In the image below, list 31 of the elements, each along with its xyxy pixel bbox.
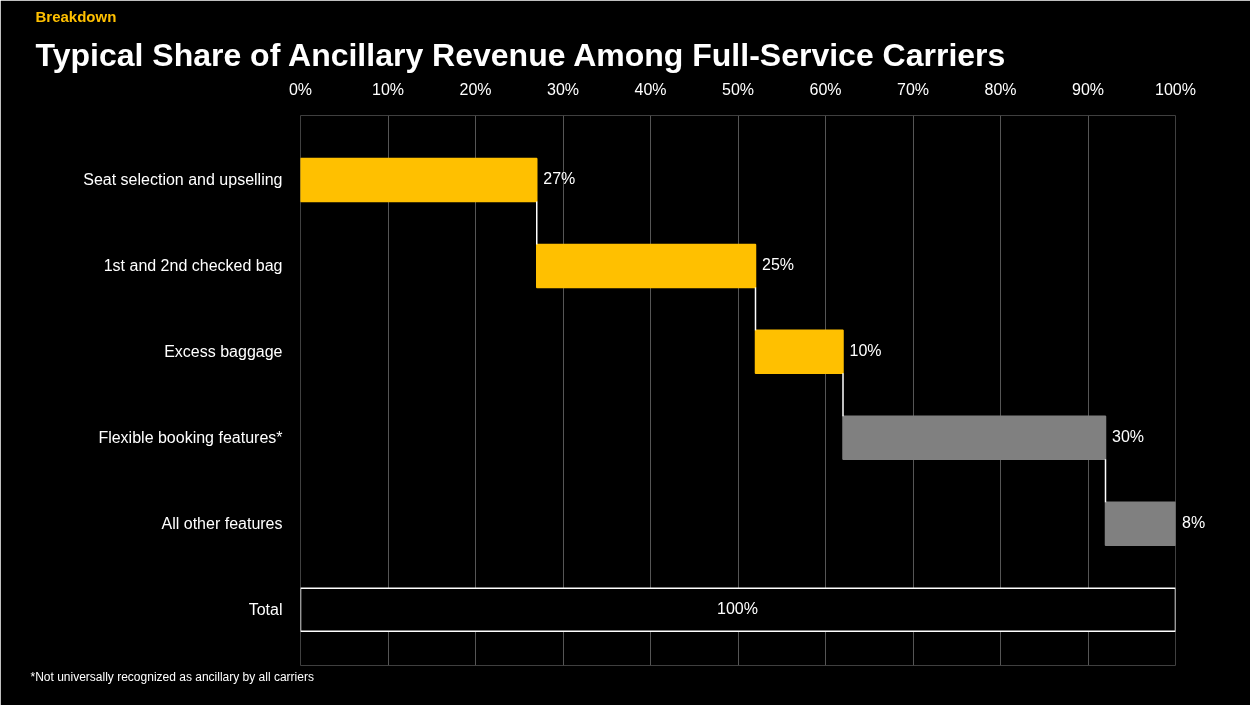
- text: Breakdown: [35, 7, 117, 25]
- x-tick-label: 60%: [809, 80, 842, 98]
- bar: [754, 329, 844, 375]
- y-tick-label: 1st and 2nd checked bag: [103, 257, 283, 275]
- data-label: 25%: [762, 256, 795, 275]
- bar: [536, 243, 757, 289]
- y-tick-label: Excess baggage: [164, 343, 283, 361]
- bar: [1104, 501, 1176, 546]
- x-tick-label: 90%: [1071, 80, 1105, 98]
- y-tick-label: Seat selection and upselling: [83, 171, 283, 189]
- y-tick-label: Flexible booking features*: [98, 429, 283, 447]
- text: *Not universally recognized as ancillary by all carriers: [30, 669, 314, 684]
- x-tick-label: 30%: [546, 80, 580, 98]
- x-tick-label: 10%: [371, 80, 405, 98]
- data-label: 8%: [1182, 514, 1206, 533]
- y-tick-label: Total: [248, 601, 283, 619]
- bar: [842, 415, 1107, 460]
- data-label: 100%: [717, 600, 758, 619]
- x-tick-label: 100%: [1155, 80, 1196, 98]
- bar: [300, 157, 538, 203]
- x-tick-label: 0%: [288, 80, 313, 98]
- chart-title: Typical Share of Ancillary Revenue Among Full-Service Carriers: [35, 36, 1006, 73]
- x-tick-label: 20%: [459, 80, 492, 98]
- x-tick-label: 70%: [896, 80, 930, 98]
- x-tick-label: 40%: [634, 80, 667, 98]
- data-label: 30%: [1112, 428, 1145, 447]
- x-tick-label: 50%: [721, 80, 755, 98]
- data-label: 10%: [849, 342, 882, 361]
- y-tick-label: All other features: [161, 515, 283, 533]
- data-label: 27%: [543, 170, 576, 189]
- x-tick-label: 80%: [984, 80, 1017, 98]
